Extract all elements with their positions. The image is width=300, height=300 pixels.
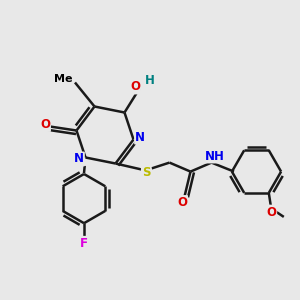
Text: Me: Me [54,74,73,84]
Text: N: N [135,130,145,144]
Text: O: O [130,80,140,94]
Text: O: O [40,118,50,131]
Text: O: O [266,206,276,219]
Text: S: S [142,166,150,179]
Text: N: N [74,152,84,166]
Text: NH: NH [205,149,224,163]
Text: F: F [80,237,88,250]
Text: O: O [177,196,187,209]
Text: H: H [145,74,155,88]
